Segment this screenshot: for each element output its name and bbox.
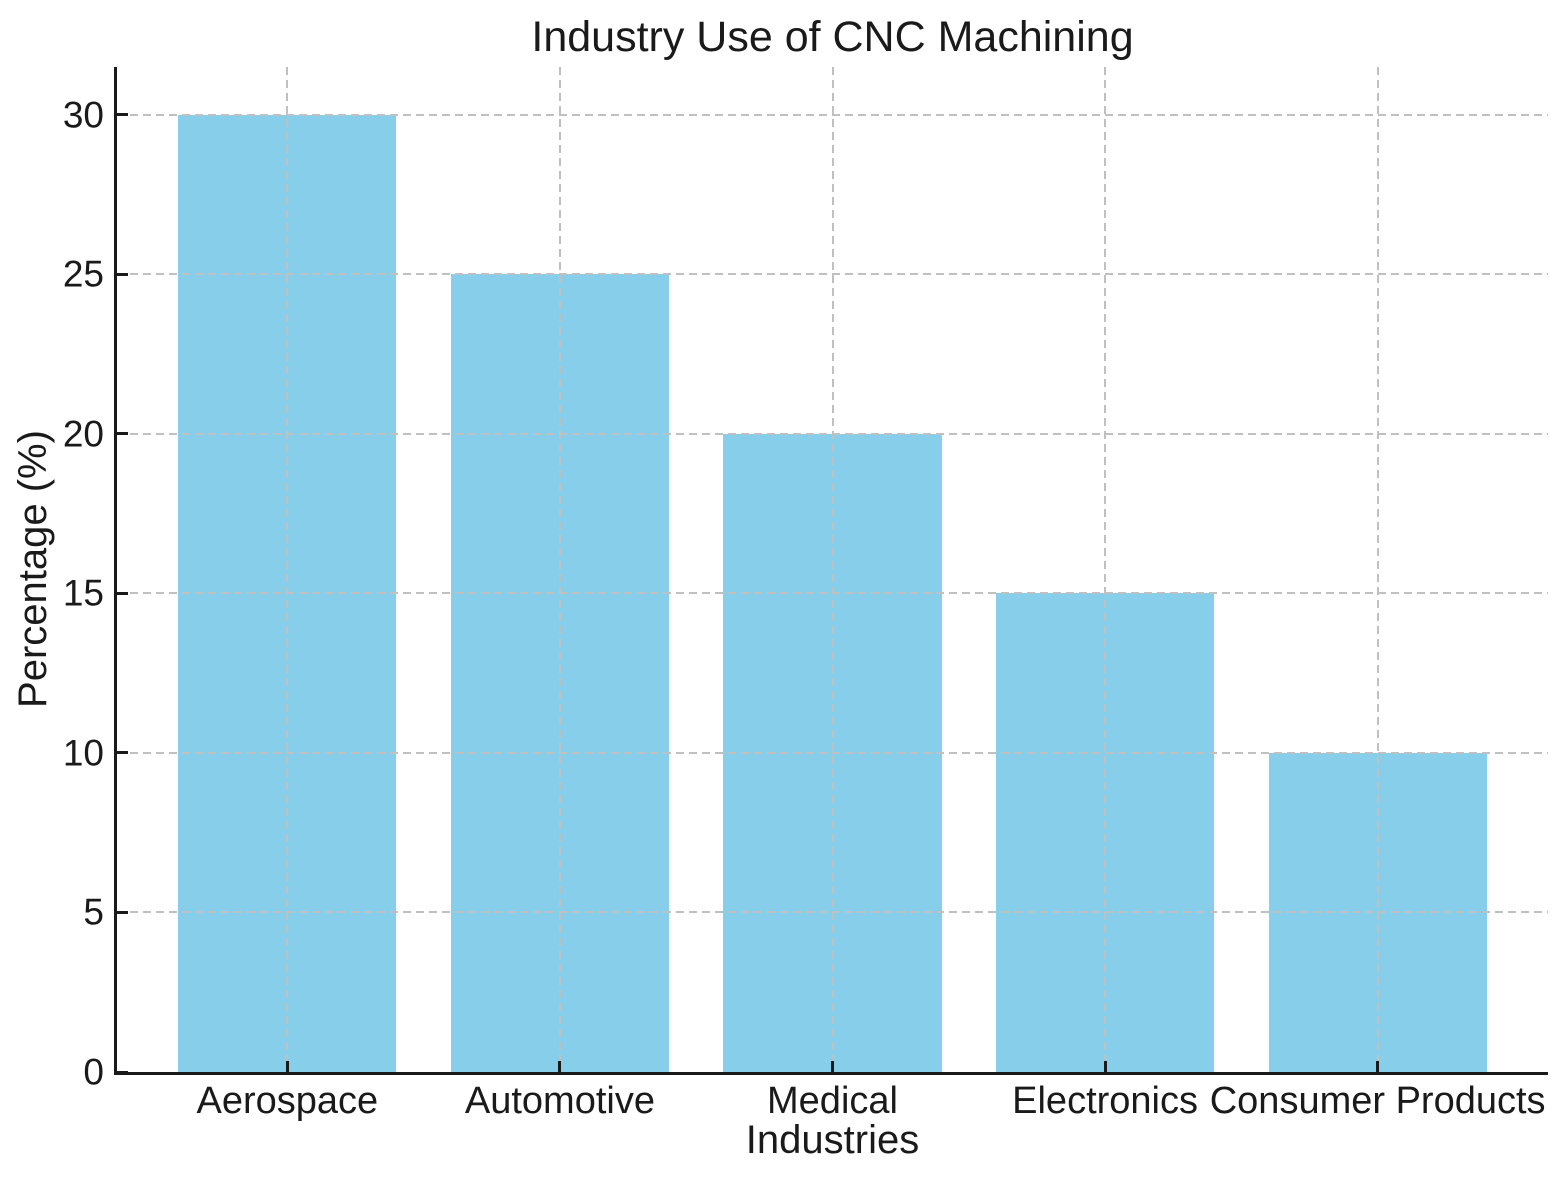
x-axis-label: Industries bbox=[745, 1118, 920, 1162]
plot-area bbox=[114, 67, 1548, 1075]
y-axis-spine bbox=[114, 67, 117, 1075]
y-tick-mark bbox=[117, 113, 128, 117]
v-gridline bbox=[1104, 67, 1107, 1072]
h-gridline bbox=[117, 432, 1548, 435]
y-tick-label: 30 bbox=[62, 94, 104, 136]
x-tick-label: Electronics bbox=[1012, 1080, 1198, 1122]
v-gridline bbox=[1376, 67, 1379, 1072]
h-gridline bbox=[117, 113, 1548, 116]
y-tick-label: 5 bbox=[83, 891, 104, 933]
y-tick-mark bbox=[117, 272, 128, 276]
x-tick-label: Automotive bbox=[464, 1080, 655, 1122]
x-tick-label: Aerospace bbox=[196, 1080, 379, 1122]
y-tick-mark bbox=[117, 751, 128, 755]
y-tick-mark bbox=[117, 910, 128, 914]
y-axis-label: Percentage (%) bbox=[11, 430, 55, 708]
y-tick-label: 10 bbox=[62, 732, 104, 774]
v-gridline bbox=[286, 67, 289, 1072]
y-tick-mark bbox=[117, 432, 128, 436]
y-tick-label: 15 bbox=[62, 572, 104, 614]
h-gridline bbox=[117, 911, 1548, 914]
v-gridline bbox=[831, 67, 834, 1072]
x-tick-mark bbox=[1376, 1061, 1380, 1072]
y-tick-label: 20 bbox=[62, 413, 104, 455]
x-tick-mark bbox=[558, 1061, 562, 1072]
x-tick-mark bbox=[1103, 1061, 1107, 1072]
h-gridline bbox=[117, 751, 1548, 754]
v-gridline bbox=[558, 67, 561, 1072]
x-axis-spine bbox=[114, 1072, 1548, 1075]
h-gridline bbox=[117, 273, 1548, 276]
h-gridline bbox=[117, 592, 1548, 595]
x-tick-mark bbox=[831, 1061, 834, 1072]
y-tick-label: 0 bbox=[83, 1051, 104, 1093]
y-tick-label: 25 bbox=[62, 253, 104, 295]
x-tick-mark bbox=[285, 1061, 289, 1072]
chart-title: Industry Use of CNC Machining bbox=[531, 13, 1134, 61]
x-tick-label: Consumer Products bbox=[1209, 1080, 1546, 1122]
y-tick-mark bbox=[117, 591, 128, 595]
x-tick-label: Medical bbox=[767, 1080, 898, 1122]
